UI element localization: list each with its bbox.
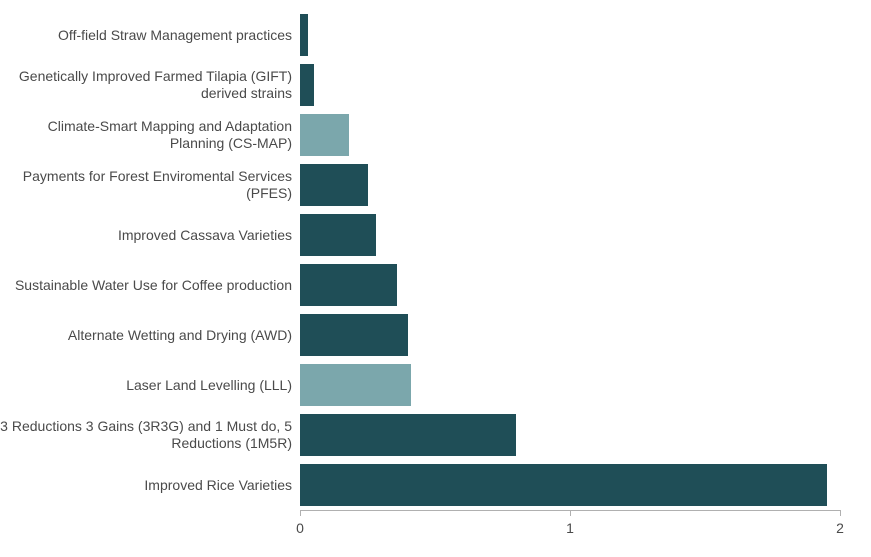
x-axis-tick-label: 1 xyxy=(566,520,574,536)
bar xyxy=(300,114,349,156)
bar xyxy=(300,164,368,206)
y-axis-category-label: Payments for Forest Enviromental Service… xyxy=(0,160,300,210)
bar xyxy=(300,464,827,506)
y-axis-category-label: Alternate Wetting and Drying (AWD) xyxy=(0,310,300,360)
y-axis-category-label: 3 Reductions 3 Gains (3R3G) and 1 Must d… xyxy=(0,410,300,460)
y-axis-category-label: Climate-Smart Mapping and Adaptation Pla… xyxy=(0,110,300,160)
bar xyxy=(300,364,411,406)
bar xyxy=(300,314,408,356)
bar xyxy=(300,214,376,256)
bar xyxy=(300,414,516,456)
bar xyxy=(300,14,308,56)
y-axis-category-label: Genetically Improved Farmed Tilapia (GIF… xyxy=(0,60,300,110)
horizontal-bar-chart: Off-field Straw Management practicesGene… xyxy=(0,0,871,557)
x-axis-tick xyxy=(840,510,841,516)
bar xyxy=(300,264,397,306)
plot-area xyxy=(300,10,840,510)
x-axis-tick xyxy=(300,510,301,516)
y-axis-category-label: Laser Land Levelling (LLL) xyxy=(0,360,300,410)
x-axis-tick-label: 0 xyxy=(296,520,304,536)
x-axis-tick-label: 2 xyxy=(836,520,844,536)
y-axis-category-label: Off-field Straw Management practices xyxy=(0,10,300,60)
y-axis-category-label: Improved Rice Varieties xyxy=(0,460,300,510)
bar xyxy=(300,64,314,106)
y-axis-category-label: Improved Cassava Varieties xyxy=(0,210,300,260)
y-axis-category-label: Sustainable Water Use for Coffee product… xyxy=(0,260,300,310)
x-axis-tick xyxy=(570,510,571,516)
